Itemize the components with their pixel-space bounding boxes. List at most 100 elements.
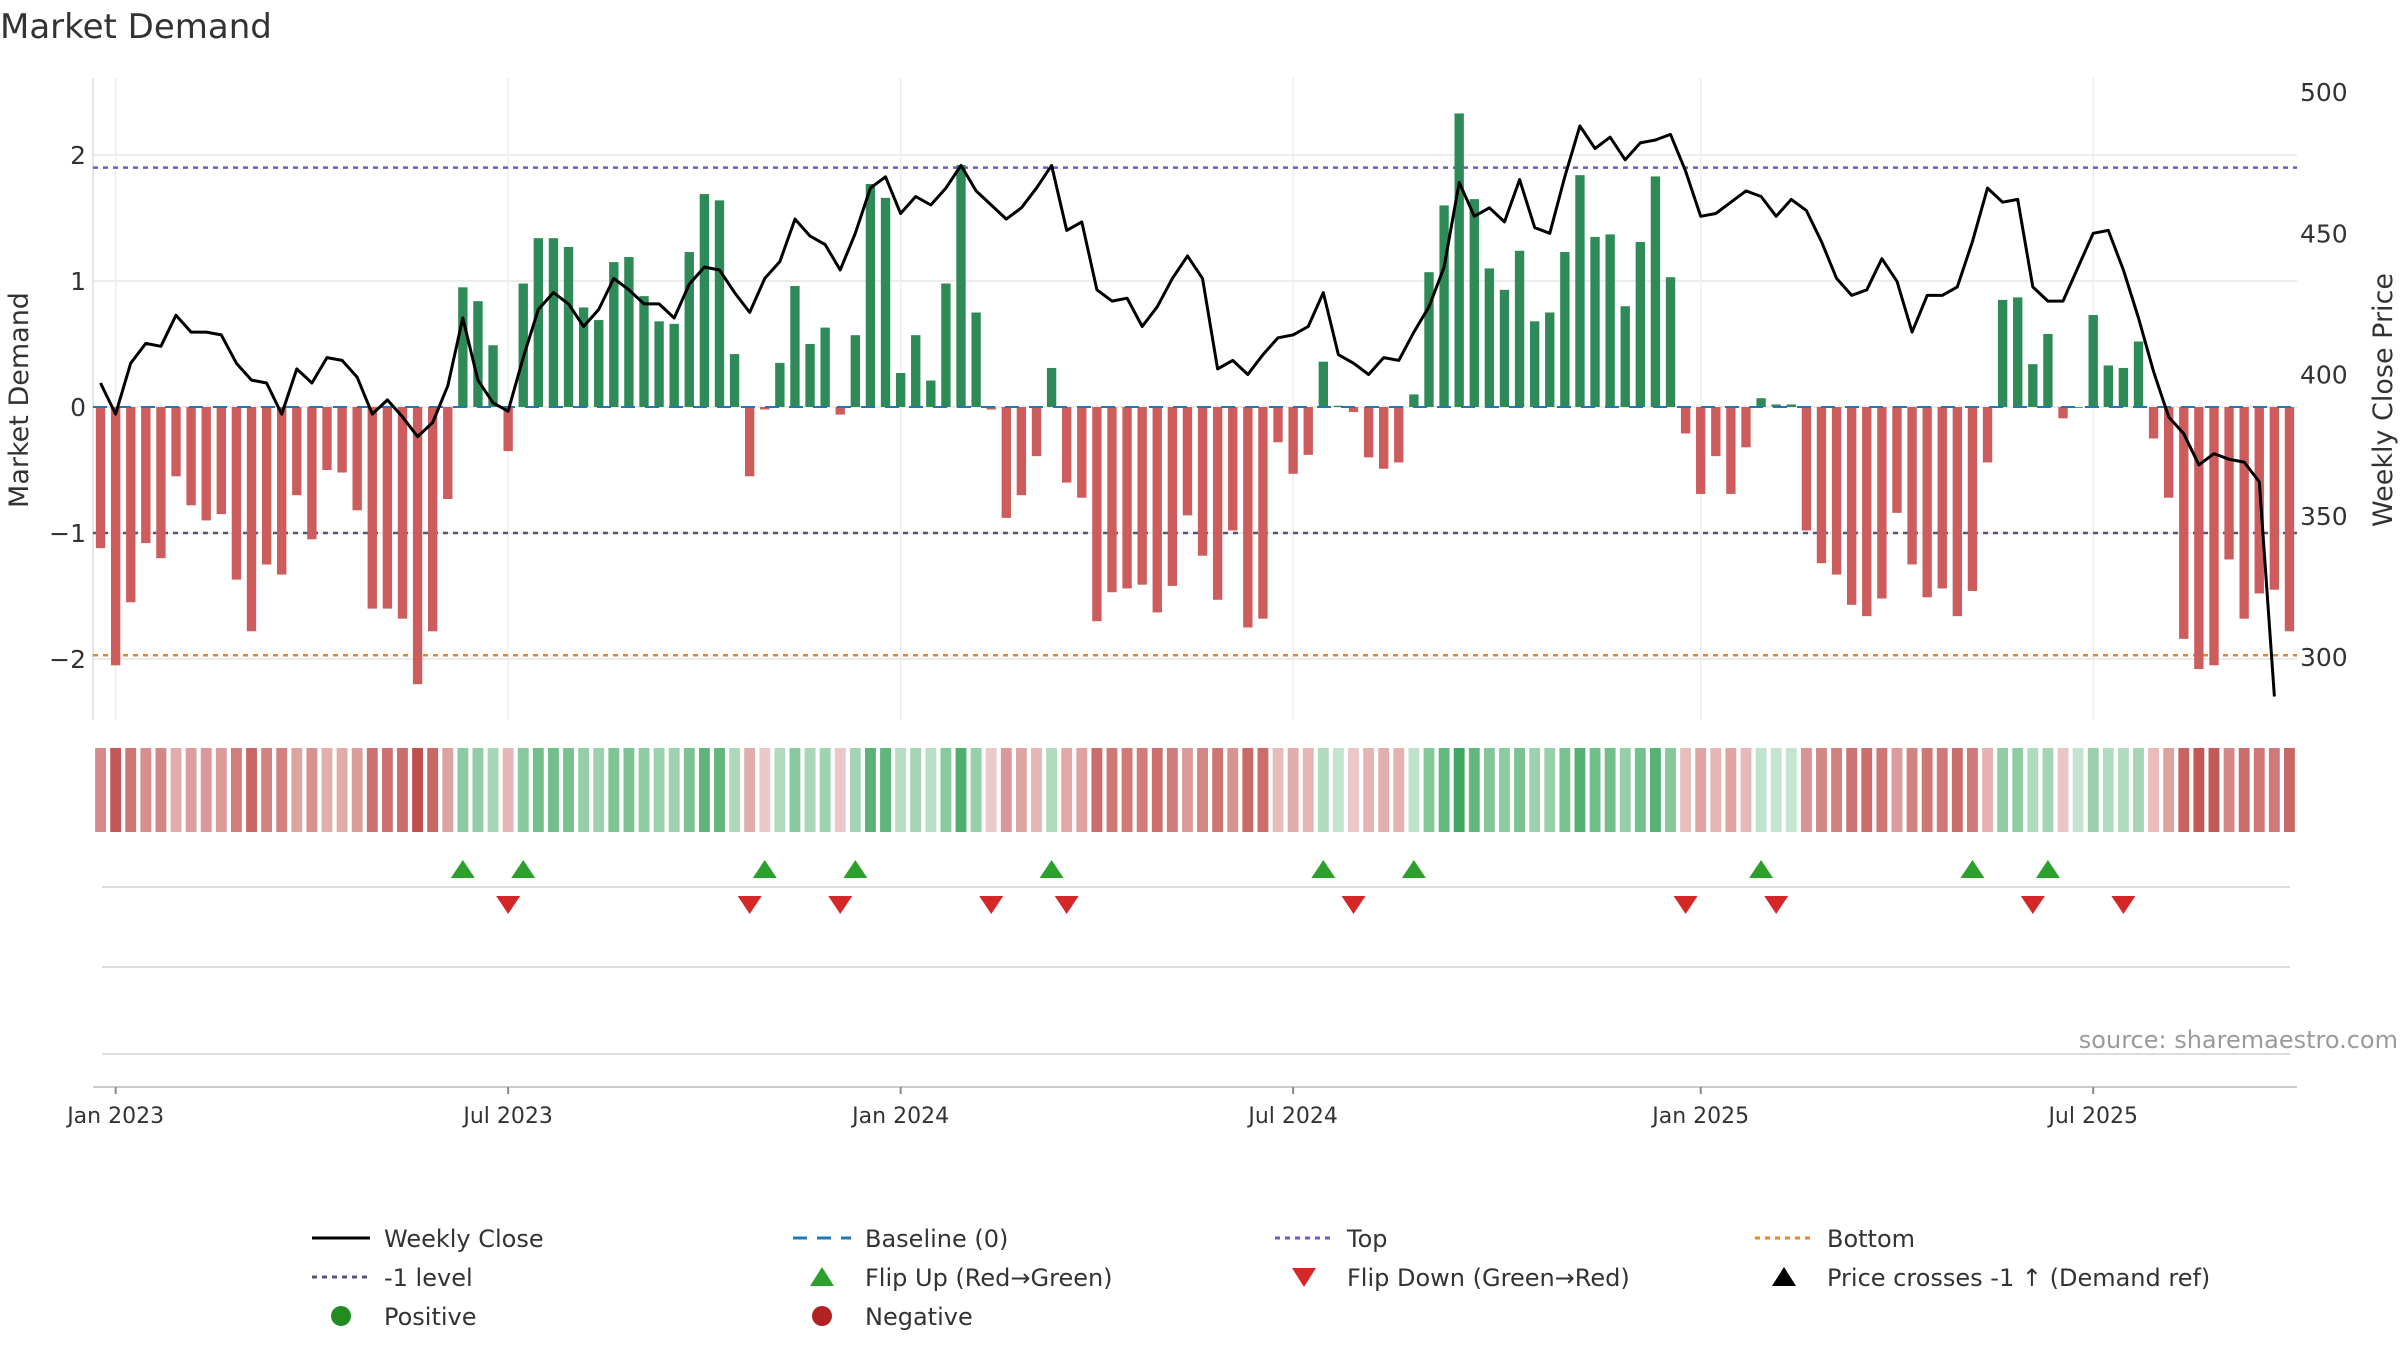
heat-cell: [1257, 748, 1269, 832]
heat-cell: [955, 748, 967, 832]
heat-cell: [1725, 748, 1737, 832]
heat-cell: [1604, 748, 1616, 832]
demand-bar: [2269, 407, 2280, 590]
heat-cell: [412, 748, 423, 832]
demand-bar: [231, 407, 242, 580]
demand-bar: [1077, 407, 1087, 498]
legend-item: Flip Up (Red→Green): [810, 1264, 1113, 1292]
heat-cell: [1091, 748, 1103, 832]
heat-cell: [1453, 748, 1465, 832]
demand-bar: [1318, 361, 1328, 407]
flip-down-marker: [1054, 896, 1079, 914]
legend-item: Baseline (0): [793, 1225, 1008, 1253]
demand-bar: [2073, 407, 2083, 408]
legend-item: Flip Down (Green→Red): [1292, 1264, 1630, 1292]
heat-cell: [1619, 748, 1631, 832]
heat-cell: [230, 748, 242, 832]
demand-bar: [1031, 407, 1042, 457]
demand-bar: [1197, 407, 1208, 556]
demand-bar: [563, 246, 574, 407]
heat-cell: [593, 748, 605, 832]
flip-up-marker: [843, 860, 868, 878]
demand-bar: [760, 407, 770, 410]
demand-bar: [1877, 407, 1887, 599]
legend-label: Flip Down (Green→Red): [1347, 1264, 1630, 1292]
heat-cell: [1046, 748, 1058, 832]
demand-bar: [2058, 407, 2068, 419]
heat-cell: [95, 748, 106, 832]
close-price-line: [99, 124, 2276, 697]
demand-bars: [93, 113, 2297, 685]
y-tick-label: 0: [70, 393, 86, 422]
heat-cell: [804, 748, 816, 832]
demand-bar: [292, 407, 302, 496]
demand-bar: [609, 262, 619, 407]
heat-cell: [880, 748, 891, 832]
demand-bar: [2209, 407, 2219, 666]
heat-cell: [819, 748, 831, 832]
reference-lines: [93, 166, 2297, 657]
demand-bar: [880, 197, 891, 407]
flip-up-marker: [1401, 860, 1426, 878]
demand-bar: [1620, 306, 1630, 407]
demand-bar: [1997, 299, 2008, 407]
flip-up-marker: [1039, 860, 1064, 878]
heat-cell: [2208, 748, 2220, 832]
heat-cell: [563, 748, 574, 832]
heat-cell: [1800, 748, 1812, 832]
demand-bar: [1605, 234, 1615, 407]
heat-cell: [744, 748, 756, 832]
demand-bar: [926, 380, 936, 407]
demand-bar: [171, 407, 181, 477]
y2-axis-label: Weekly Close Price: [2368, 273, 2399, 527]
legend-triangle-down-icon: [1292, 1268, 1316, 1287]
demand-bar: [1303, 407, 1313, 455]
demand-bar: [1529, 321, 1540, 407]
heat-cell: [759, 748, 771, 832]
y-axis-label: Market Demand: [4, 292, 35, 508]
heat-cell: [1861, 748, 1873, 832]
x-tick-label: Jan 2024: [850, 1104, 949, 1129]
heat-cell: [608, 748, 620, 832]
heat-cell: [1982, 748, 1993, 832]
heat-cell: [1544, 748, 1556, 832]
demand-bar: [1348, 407, 1359, 413]
heat-cell: [336, 748, 348, 832]
demand-bar: [1107, 407, 1117, 593]
heat-cell: [487, 748, 499, 832]
heat-cell: [2268, 748, 2280, 832]
heat-cell: [1378, 748, 1390, 832]
heat-cell: [1770, 748, 1782, 832]
flip-down-marker: [496, 896, 521, 914]
heat-cell: [1634, 748, 1646, 832]
demand-bar: [895, 372, 906, 407]
demand-bar: [1167, 407, 1178, 586]
heat-cell: [1363, 748, 1375, 832]
demand-bar: [1680, 407, 1691, 434]
demand-bar: [865, 183, 876, 407]
demand-bar: [850, 335, 861, 407]
heat-cell: [683, 748, 695, 832]
flip-down-marker: [2111, 896, 2136, 914]
legend-label: Price crosses -1 ↑ (Demand ref): [1827, 1264, 2210, 1292]
demand-bar: [141, 407, 151, 544]
heat-cell: [1574, 748, 1586, 832]
demand-bar: [1816, 407, 1827, 564]
heat-cell: [291, 748, 303, 832]
heat-cell: [1665, 748, 1676, 832]
legend-item: -1 level: [312, 1264, 473, 1292]
demand-bar: [337, 407, 347, 473]
demand-bar: [352, 407, 362, 511]
demand-bar: [1379, 407, 1389, 469]
heat-cell: [321, 748, 333, 832]
heat-cell: [1136, 748, 1148, 832]
heat-cell: [714, 748, 725, 832]
demand-bar: [1590, 236, 1600, 407]
flip-down-marker: [979, 896, 1004, 914]
demand-bar: [1439, 205, 1449, 407]
demand-bar: [1952, 407, 1963, 617]
heat-cell: [110, 748, 122, 832]
heat-cell: [397, 748, 408, 832]
demand-bar: [1711, 407, 1721, 457]
